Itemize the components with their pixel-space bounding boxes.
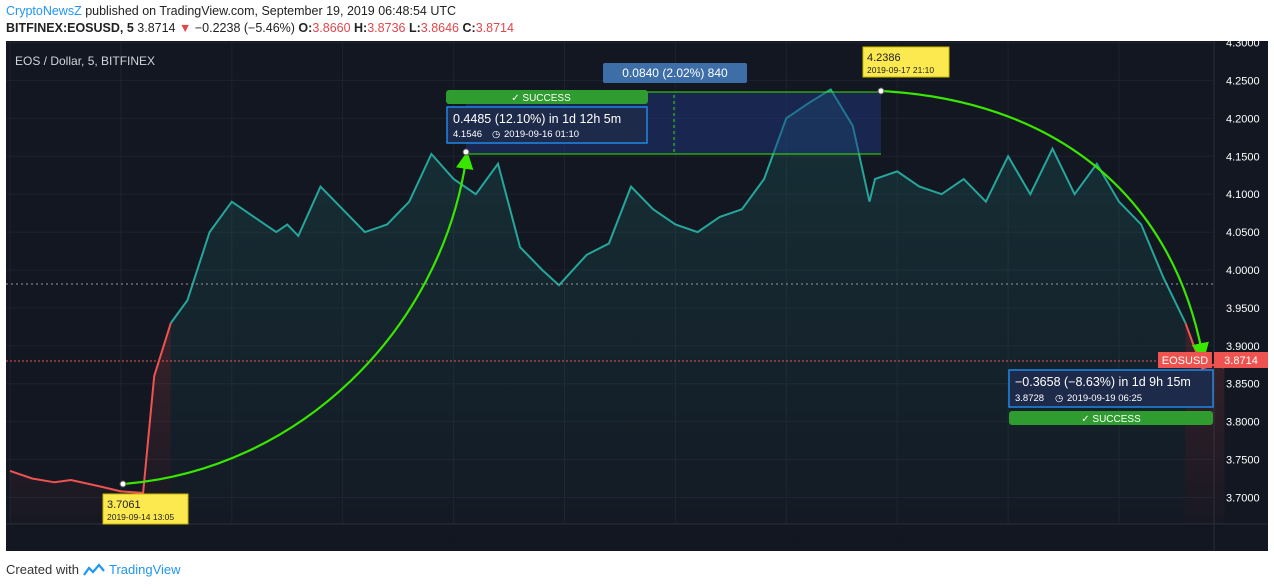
symbol-info: BITFINEX:EOSUSD, 5 3.8714 ▼ −0.2238 (−5.… — [6, 21, 514, 35]
clock-icon-2: ◷ — [1055, 393, 1064, 404]
success-badge-bottom — [1009, 411, 1213, 425]
price-tick-label: 3.8500 — [1226, 379, 1260, 391]
symbol-name: BITFINEX:EOSUSD, 5 — [6, 21, 134, 35]
long-info-main: 0.4485 (12.10%) in 1d 12h 5m — [453, 112, 621, 126]
short-info-time: 2019-09-19 06:25 — [1067, 393, 1142, 404]
tradingview-brand-link[interactable]: TradingView — [108, 562, 181, 577]
high-value: 3.8736 — [367, 21, 406, 35]
price-tick-label: 4.0500 — [1226, 227, 1260, 239]
close-value: 3.8714 — [475, 21, 514, 35]
success-label-bottom: ✓ SUCCESS — [1081, 414, 1141, 425]
low-callout-price: 3.7061 — [107, 499, 141, 511]
price-tick-label: 3.9000 — [1226, 341, 1260, 353]
success-label-top: ✓ SUCCESS — [511, 93, 571, 104]
time-tick-label: 12:00 — [549, 532, 579, 546]
series-area-up — [170, 89, 1186, 524]
short-info-box — [1008, 369, 1214, 408]
series-line-down-start — [9, 322, 172, 494]
low-callout-time: 2019-09-14 13:05 — [107, 512, 174, 522]
published-text: published on TradingView.com, September … — [85, 4, 457, 18]
time-tick-label: 15 — [225, 532, 239, 546]
time-tick-label: 12:00 — [771, 532, 801, 546]
price-tick-label: 3.7000 — [1226, 492, 1260, 504]
long-info-box — [446, 106, 648, 144]
price-tick-label: 4.2000 — [1226, 113, 1260, 125]
time-tick-label: 16 — [447, 532, 461, 546]
time-axis: 4 12:00 15 12:00 16 12:00 17 12:00 18 12:00 19 — [8, 532, 1126, 546]
price-axis: 3.7000 3.7500 3.8000 3.8500 3.9000 3.9500 4.00… — [1226, 38, 1260, 505]
high-label: H: — [354, 21, 368, 35]
publisher-link[interactable]: CryptoNewsZ — [6, 4, 82, 18]
time-tick-label: 4 — [8, 532, 15, 546]
open-label: O: — [298, 21, 313, 35]
time-tick-label: 19 — [1112, 532, 1126, 546]
price-tick-label: 4.1500 — [1226, 151, 1260, 163]
low-callout-box — [102, 493, 189, 525]
low-point-marker[interactable] — [119, 480, 127, 488]
time-tick-label: 17 — [669, 532, 683, 546]
price-tick-label: 3.8000 — [1226, 417, 1260, 429]
publish-info: CryptoNewsZ published on TradingView.com… — [6, 4, 456, 18]
last-price-tag-label: 3.8714 — [1224, 355, 1258, 367]
price-tick-label: 4.3000 — [1226, 38, 1260, 50]
short-info-price: 3.8728 — [1015, 393, 1044, 404]
long-info-time: 2019-09-16 01:10 — [504, 129, 579, 140]
series-line-up — [169, 88, 1187, 324]
low-value: 3.8646 — [420, 21, 459, 35]
price-tick-label: 4.0000 — [1226, 265, 1260, 277]
high-callout-price: 4.2386 — [867, 52, 901, 64]
uptrend-arc — [122, 151, 474, 486]
close-label: C: — [462, 21, 476, 35]
measure-label: 0.0840 (2.02%) 840 — [622, 66, 728, 80]
price-tick-label: 4.1000 — [1226, 189, 1260, 201]
open-value: 3.8660 — [312, 21, 351, 35]
down-triangle-icon: ▼ — [179, 21, 192, 35]
check-icon-2: ✓ — [1081, 414, 1092, 425]
footer: Created with TradingView — [6, 562, 181, 577]
price-tick-label: 3.9500 — [1226, 303, 1260, 315]
last-price: 3.8714 — [137, 21, 176, 35]
symbol-price-tag-label: EOSUSD — [1162, 355, 1209, 367]
time-tick-label: 12:00 — [328, 532, 358, 546]
short-info-main: −0.3658 (−8.63%) in 1d 9h 15m — [1015, 375, 1191, 389]
clock-icon: ◷ — [492, 129, 501, 140]
low-label: L: — [408, 21, 421, 35]
high-callout-time: 2019-09-17 21:10 — [867, 65, 934, 75]
pane-title: EOS / Dollar, 5, BITFINEX — [15, 54, 155, 68]
high-callout-box — [862, 46, 950, 78]
price-change: −0.2238 (−5.46%) — [194, 21, 295, 35]
symbol-price-tag — [1158, 352, 1212, 368]
tradingview-logo-icon — [83, 562, 105, 576]
high-point-marker[interactable] — [877, 87, 885, 95]
measure-label-box — [603, 63, 747, 83]
long-info-price: 4.1546 — [453, 129, 482, 140]
downtrend-arc — [880, 89, 1209, 361]
time-tick-label: 12:00 — [993, 532, 1023, 546]
check-icon: ✓ — [511, 93, 522, 104]
price-tick-label: 4.2500 — [1226, 75, 1260, 87]
time-tick-label: 12:00 — [106, 532, 136, 546]
success-badge-top — [446, 90, 648, 104]
last-price-tag — [1214, 352, 1268, 368]
price-tick-label: 3.7500 — [1226, 455, 1260, 467]
time-tick-label: 18 — [891, 532, 905, 546]
created-with-text: Created with — [6, 562, 79, 577]
start-point-marker[interactable] — [462, 148, 470, 156]
